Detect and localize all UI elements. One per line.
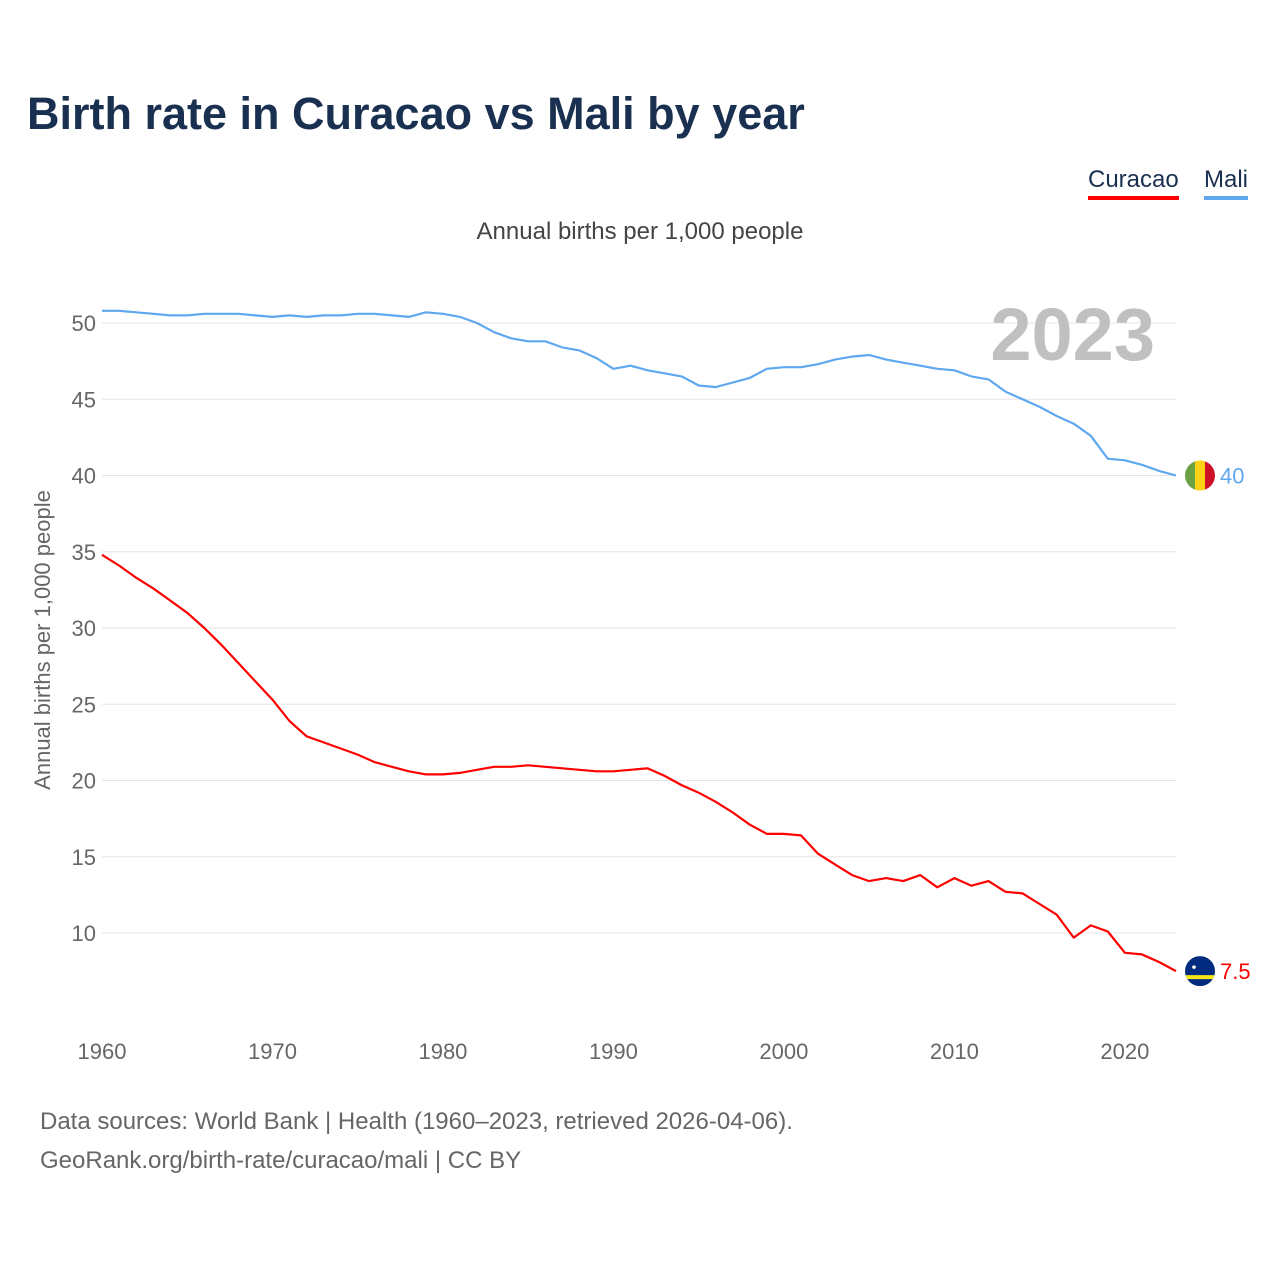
chart-subtitle: Annual births per 1,000 people (476, 218, 804, 245)
x-tick-label: 1980 (418, 1039, 467, 1064)
legend-item-mali[interactable]: Mali (1204, 166, 1249, 200)
y-tick-label: 10 (72, 921, 96, 946)
source-note: Data sources: World Bank | Health (1960–… (40, 1108, 793, 1135)
line-chart: 10 15 20 25 30 35 40 45 50 1960 1970 1980 1990 2000 20… (30, 293, 1251, 1064)
y-tick-label: 40 (72, 464, 96, 489)
mali-flag-icon (1195, 460, 1206, 491)
credit-link[interactable]: GeoRank.org/birth-rate/curacao/mali | CC… (40, 1147, 522, 1174)
y-tick-label: 50 (72, 311, 96, 336)
x-tick-label: 1990 (589, 1039, 638, 1064)
y-tick-label: 15 (72, 845, 96, 870)
end-value-label-curacao: 7.5 (1220, 959, 1251, 984)
curacao-flag-star (1192, 965, 1196, 969)
x-tick-label: 2020 (1100, 1039, 1149, 1064)
x-tick-label: 2000 (759, 1039, 808, 1064)
x-tick-label: 2010 (930, 1039, 979, 1064)
chart-title: Birth rate in Curacao vs Mali by year (27, 88, 805, 139)
series-line-mali (102, 309, 1177, 477)
end-value-label-mali: 40 (1220, 464, 1244, 489)
mali-flag-icon (1185, 460, 1196, 491)
series-line-curacao (101, 553, 1177, 973)
curacao-flag-icon (1185, 956, 1215, 987)
mali-flag-icon (1205, 460, 1215, 491)
legend-item-curacao[interactable]: Curacao (1088, 166, 1179, 200)
year-label: 2023 (990, 293, 1155, 376)
y-tick-label: 25 (72, 692, 96, 717)
y-tick-label: 20 (72, 769, 96, 794)
y-axis-label: Annual births per 1,000 people (30, 490, 55, 790)
x-tick-label: 1970 (248, 1039, 297, 1064)
curacao-flag-stripe (1185, 975, 1215, 980)
y-tick-label: 45 (72, 387, 96, 412)
y-tick-label: 35 (72, 540, 96, 565)
x-tick-label: 1960 (78, 1039, 127, 1064)
y-tick-label: 30 (72, 616, 96, 641)
